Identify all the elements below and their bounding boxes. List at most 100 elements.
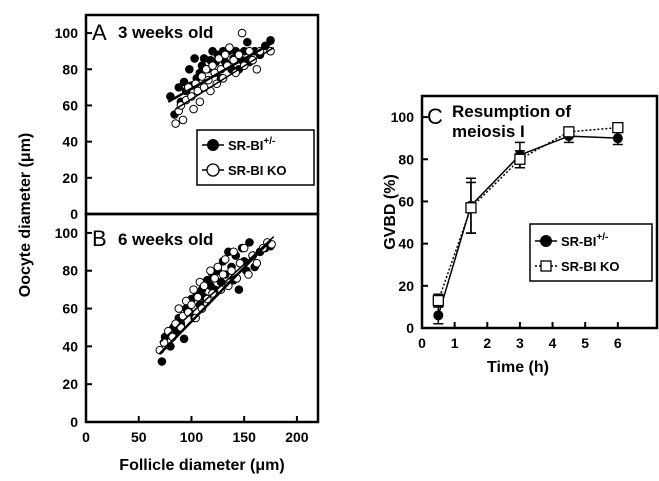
y-tick-label-c-2: 40: [398, 236, 414, 252]
y-tick-label-c-1: 20: [398, 278, 414, 294]
x-tick-label-b-0: 0: [82, 429, 90, 445]
point-a-ko-3: [178, 115, 188, 125]
x-axis-label-left: Follicle diameter (μm): [119, 457, 284, 474]
point-c-ko-3: [563, 126, 575, 138]
panel-a-marks: 0 20 40 60 80 100: [55, 25, 275, 222]
point-b-het-0: [157, 357, 167, 366]
point-b-het-32: [245, 238, 254, 247]
y-tick-label-b-3: 60: [62, 301, 78, 317]
point-c-ko-0: [432, 294, 444, 307]
point-a-het-6: [185, 64, 194, 74]
point-b-ko-30: [239, 243, 249, 253]
panel-a-legend: SR-BI+/- SR-BI KO: [196, 129, 315, 186]
x-tick-label-c-4: 4: [549, 335, 557, 351]
panel-b: B 6 weeks old 0 20 40 60 80 100 0 50 100 150 200: [55, 212, 320, 445]
x-axis-label-right: Time (h): [487, 359, 549, 376]
point-b-het-7: [179, 334, 189, 344]
legend-c-ko-marker: [540, 260, 552, 272]
x-tick-label-c-5: 5: [581, 335, 589, 351]
y-tick-label-a-1: 20: [62, 170, 78, 186]
legend-a-het-label: SR-BI+/-: [228, 136, 275, 153]
point-b-ko-10: [187, 300, 196, 310]
panel-c-title-line-2: meiosis I: [452, 122, 525, 141]
panel-c-frame: [420, 94, 659, 330]
point-a-ko-16: [208, 61, 217, 70]
y-tick-label-a-3: 60: [62, 97, 78, 113]
y-tick-label-b-0: 0: [70, 414, 78, 430]
point-a-ko-27: [234, 50, 244, 60]
y-axis-label-right: GVBD (%): [382, 174, 399, 250]
trend-line-a-het: [167, 41, 275, 103]
panel-c-letter: C: [427, 104, 443, 129]
point-a-ko-0: [171, 119, 180, 128]
x-tick-label-b-2: 100: [180, 429, 204, 445]
y-axis-label-left: Oocyte diameter (μm): [17, 133, 34, 298]
x-tick-label-c-6: 6: [614, 335, 622, 351]
x-tick-label-c-0: 0: [418, 335, 426, 351]
point-a-het-2: [174, 83, 184, 92]
point-b-ko-21: [213, 262, 223, 272]
point-b-ko-29: [235, 258, 245, 268]
x-tick-label-c-2: 2: [483, 335, 491, 351]
point-b-ko-33: [252, 258, 262, 268]
point-a-het-8: [190, 54, 199, 63]
panel-c: C Resumption of meiosis I 0 20 40 60 80 100 0 1…: [382, 94, 659, 376]
point-a-het-28: [243, 37, 252, 47]
point-b-ko-18: [206, 266, 215, 276]
panel-b-letter: B: [92, 226, 107, 251]
y-tick-label-b-4: 80: [62, 263, 78, 279]
legend-c-het-marker: [540, 235, 552, 247]
y-tick-label-a-2: 40: [62, 134, 78, 150]
panel-a: A 3 weeks old 0 20 40 60 80 100 SR-BI+/- SR-B…: [55, 13, 320, 222]
legend-c-ko-label: SR-BI KO: [561, 259, 620, 274]
point-a-ko-32: [252, 64, 262, 74]
y-tick-label-a-5: 100: [55, 25, 79, 41]
point-a-ko-22: [220, 50, 230, 60]
point-b-ko-16: [199, 281, 209, 291]
y-tick-label-a-0: 0: [70, 206, 78, 222]
y-tick-label-a-4: 80: [62, 61, 78, 77]
x-tick-label-b-3: 150: [233, 429, 257, 445]
x-tick-label-c-1: 1: [451, 335, 459, 351]
point-a-ko-28: [237, 28, 247, 38]
point-b-ko-11: [189, 285, 198, 294]
point-b-ko-27: [229, 247, 238, 257]
y-tick-label-c-3: 60: [398, 193, 414, 209]
legend-a-ko-marker: [206, 163, 220, 177]
panel-b-frame: [84, 212, 320, 424]
point-b-ko-13: [193, 292, 203, 302]
point-c-het-0: [433, 310, 444, 321]
point-b-ko-23: [218, 270, 228, 279]
panel-a-title: 3 weeks old: [118, 23, 213, 42]
point-b-ko-24: [220, 255, 230, 264]
y-tick-label-b-1: 20: [62, 376, 78, 392]
panel-c-marks: 0 20 40 60 80 100 0 1 2 3 4 5 6: [391, 109, 624, 351]
point-b-ko-9: [183, 308, 193, 317]
y-tick-label-b-5: 100: [55, 225, 79, 241]
point-a-ko-19: [214, 54, 224, 63]
panel-b-marks: 0 20 40 60 80 100 0 50 100 150 200: [55, 225, 309, 445]
point-a-ko-24: [225, 43, 234, 52]
series-line-ko: [437, 126, 618, 301]
point-b-ko-20: [210, 273, 219, 283]
trend-line-a-ko: [175, 46, 275, 110]
legend-a-het-marker: [207, 139, 219, 151]
legend-c-het-label: SR-BI+/-: [561, 232, 608, 249]
point-a-ko-10: [195, 97, 205, 107]
panel-a-letter: A: [92, 20, 107, 45]
trend-line-b-ko: [159, 236, 275, 344]
point-c-ko-1: [465, 202, 477, 214]
point-c-het-4: [612, 133, 623, 144]
trend-line-b-het: [158, 239, 272, 355]
point-c-ko-4: [612, 121, 624, 134]
point-b-ko-5: [174, 304, 184, 313]
point-a-ko-11: [197, 72, 207, 81]
x-tick-label-b-1: 50: [131, 429, 147, 445]
point-b-ko-26: [227, 266, 236, 276]
point-b-ko-31: [244, 270, 253, 279]
y-tick-label-c-0: 0: [406, 320, 414, 336]
point-a-ko-7: [189, 104, 198, 114]
panel-c-legend: SR-BI+/- SR-BI KO: [529, 223, 653, 282]
y-tick-label-c-4: 80: [398, 151, 414, 167]
